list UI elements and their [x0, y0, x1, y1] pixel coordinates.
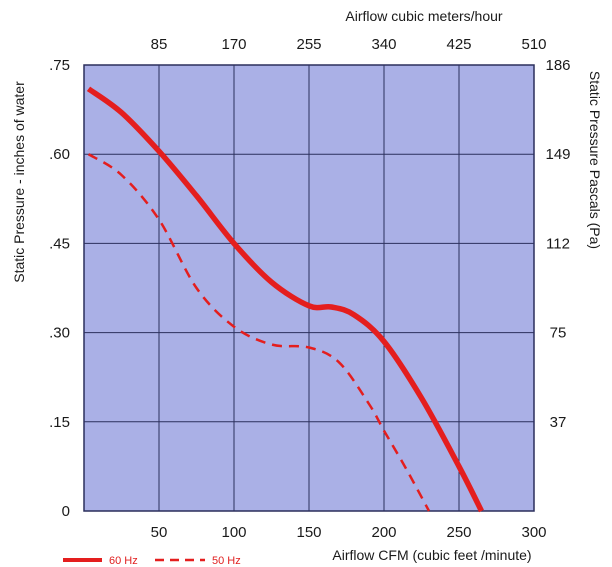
y-tick-label: .30 [49, 325, 70, 342]
series-line-60hz [86, 86, 484, 513]
y2-tick-label: 149 [545, 146, 570, 163]
y2-tick-label: 112 [546, 235, 570, 252]
x2-tick-label: 170 [221, 36, 246, 53]
series-layer [86, 86, 484, 513]
x2-tick-label: 425 [446, 36, 471, 53]
y2-tick-label: 75 [550, 325, 567, 342]
x-tick-label: 200 [371, 524, 396, 541]
x2-tick-label: 340 [371, 36, 396, 53]
x-tick-label: 300 [521, 524, 546, 541]
x2-axis-label: Airflow cubic meters/hour [345, 8, 503, 24]
x-tick-label: 150 [296, 524, 321, 541]
y-tick-label: .45 [49, 235, 70, 252]
x-axis-label: Airflow CFM (cubic feet /minute) [332, 547, 531, 563]
y-tick-label: .15 [49, 414, 70, 431]
series-line-50hz [87, 153, 431, 512]
y2-tick-label: 37 [550, 414, 567, 431]
x2-tick-label: 85 [151, 36, 168, 53]
y-tick-label: 0 [62, 503, 70, 520]
legend-label-60hz: 60 Hz [109, 555, 138, 567]
legend: 60 Hz 50 Hz [63, 555, 241, 567]
x-tick-label: 50 [151, 524, 168, 541]
x-tick-label: 100 [221, 524, 246, 541]
y-axis-label: Static Pressure - inches of water [11, 81, 27, 283]
legend-label-50hz: 50 Hz [212, 555, 241, 567]
x-tick-label: 250 [446, 524, 471, 541]
x2-tick-label: 255 [296, 36, 321, 53]
tick-labels: 50 100 150 200 250 300 85 170 255 340 425 510 0 .15 .3… [49, 36, 570, 541]
x2-tick-label: 510 [521, 36, 546, 53]
y2-tick-label: 186 [545, 57, 570, 74]
y2-axis-label: Static Pressure Pascals (Pa) [587, 71, 603, 249]
y-tick-label: .60 [49, 146, 70, 163]
y-tick-label: .75 [49, 57, 70, 74]
